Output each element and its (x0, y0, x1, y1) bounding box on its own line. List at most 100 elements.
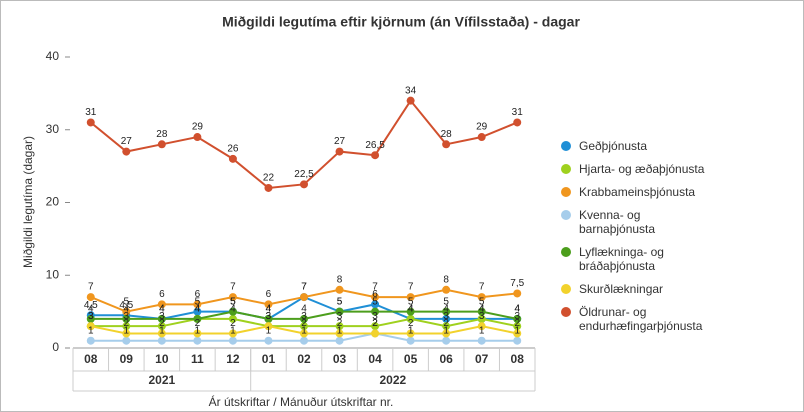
data-label: 3 (266, 311, 272, 322)
data-point (477, 322, 486, 331)
data-point (86, 314, 95, 323)
data-point (513, 314, 522, 323)
data-point (371, 322, 380, 331)
data-label: 3 (301, 311, 307, 322)
x-tick-label: 06 (439, 352, 453, 366)
data-label: 28 (441, 129, 453, 140)
data-point (406, 329, 415, 338)
data-point (442, 285, 451, 294)
data-label: 1 (443, 325, 449, 336)
x-tick-label: 02 (297, 352, 311, 366)
x-axis-label: Ár útskriftar / Mánuður útskriftar nr. (209, 394, 394, 409)
data-label: 1 (337, 325, 343, 336)
data-point (371, 300, 380, 309)
data-point (335, 147, 344, 156)
data-point (513, 336, 522, 345)
data-label: 3 (443, 311, 449, 322)
data-point (442, 322, 451, 331)
data-point (406, 307, 415, 316)
data-label: 2 (159, 318, 165, 329)
data-point (122, 322, 131, 331)
data-label: 2 (372, 318, 378, 329)
data-point (300, 322, 308, 331)
data-point (264, 314, 273, 323)
data-point (442, 140, 451, 149)
data-label: 6 (372, 289, 378, 300)
data-point (513, 118, 522, 127)
data-point (122, 307, 131, 316)
legend-item[interactable]: Lyflækninga- og bráðaþjónusta (561, 245, 761, 273)
legend-label: Skurðlækningar (579, 282, 664, 296)
data-label: 5 (443, 296, 449, 307)
data-label: 4 (195, 304, 201, 315)
data-point (122, 336, 131, 345)
data-label: 1 (514, 325, 520, 336)
data-label: 4 (230, 304, 236, 315)
data-point (513, 322, 522, 331)
data-point (157, 322, 166, 331)
legend-item[interactable]: Skurðlækningar (561, 282, 761, 296)
data-label: 5 (372, 296, 378, 307)
data-label: 7 (479, 282, 485, 293)
data-label: 27 (121, 136, 133, 147)
data-label: 4 (514, 304, 520, 315)
data-point (157, 300, 166, 309)
data-label: 4,5 (119, 300, 133, 311)
data-label: 6 (159, 289, 165, 300)
legend-item[interactable]: Geðþjónusta (561, 139, 761, 153)
legend-marker (561, 210, 571, 220)
legend-item[interactable]: Hjarta- og æðaþjónusta (561, 162, 761, 176)
data-point (300, 336, 308, 345)
data-point (477, 314, 486, 323)
legend-marker (561, 187, 571, 197)
x-tick-label: 10 (155, 352, 169, 366)
data-point (193, 133, 202, 142)
data-point (228, 314, 237, 323)
data-point (228, 307, 237, 316)
data-label: 3 (159, 311, 165, 322)
data-label: 4 (301, 304, 307, 315)
year-label: 2021 (148, 373, 175, 387)
data-label: 1 (230, 325, 236, 336)
data-label: 27 (334, 136, 346, 147)
legend-label: Kvenna- og barnaþjónusta (579, 208, 656, 236)
data-label: 22 (263, 173, 275, 184)
data-label: 2 (514, 318, 520, 329)
legend-item[interactable]: Kvenna- og barnaþjónusta (561, 208, 761, 236)
legend-marker (561, 164, 571, 174)
legend: Geðþjónusta Hjarta- og æðaþjónusta Krabbam… (561, 139, 761, 342)
x-tick-label: 11 (191, 352, 204, 366)
data-label: 3 (266, 311, 272, 322)
data-label: 5 (479, 296, 485, 307)
data-point (157, 336, 166, 345)
legend-item[interactable]: Krabbameinsþjónusta (561, 185, 761, 199)
data-point (442, 336, 451, 345)
data-label: 5 (124, 296, 130, 307)
data-label: 3 (372, 311, 378, 322)
data-label: 4 (408, 304, 414, 315)
data-point (122, 314, 131, 323)
legend-marker (561, 307, 571, 317)
data-label: 4 (479, 304, 485, 315)
data-point (371, 293, 380, 302)
data-label: 7 (408, 282, 414, 293)
data-point (122, 147, 131, 156)
legend-item[interactable]: Öldrunar- og endurhæfingarþjónusta (561, 305, 761, 333)
data-label: 6 (195, 289, 201, 300)
data-label: 4 (266, 304, 272, 315)
data-label: 7 (230, 282, 236, 293)
data-label: 31 (512, 107, 524, 118)
data-label: 3 (88, 311, 94, 322)
data-point (193, 329, 202, 338)
legend-label: Geðþjónusta (579, 139, 648, 153)
data-point (122, 329, 131, 338)
data-label: 4 (195, 304, 201, 315)
legend-label: Hjarta- og æðaþjónusta (579, 162, 705, 176)
data-label: 4 (124, 304, 130, 315)
data-label: 4 (88, 304, 94, 315)
data-label: 5 (230, 296, 236, 307)
data-label: 7 (372, 282, 378, 293)
x-tick-label: 04 (368, 352, 382, 366)
data-point (442, 329, 451, 338)
data-label: 5 (408, 296, 414, 307)
